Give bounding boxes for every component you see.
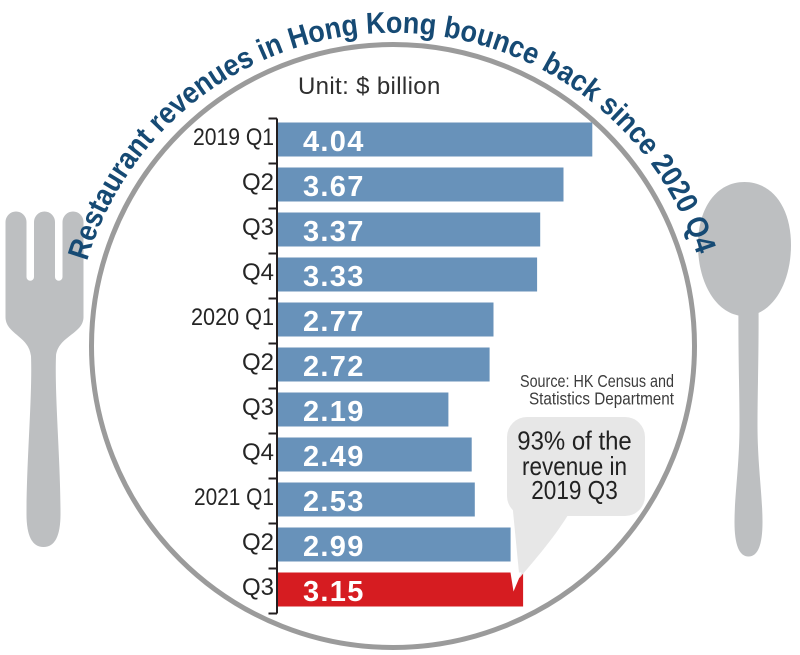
svg-text:Q4: Q4 bbox=[242, 259, 274, 286]
svg-text:2.77: 2.77 bbox=[303, 306, 365, 338]
svg-text:2021 Q1: 2021 Q1 bbox=[194, 484, 274, 511]
svg-text:Q3: Q3 bbox=[242, 394, 274, 421]
svg-text:2.49: 2.49 bbox=[303, 441, 365, 473]
svg-text:Source: HK Census and: Source: HK Census and bbox=[520, 371, 674, 391]
svg-text:2020 Q1: 2020 Q1 bbox=[191, 304, 274, 331]
svg-text:Q2: Q2 bbox=[242, 349, 274, 376]
svg-text:2.19: 2.19 bbox=[303, 396, 365, 428]
svg-text:3.37: 3.37 bbox=[303, 216, 365, 248]
svg-text:Q3: Q3 bbox=[242, 214, 274, 241]
svg-text:3.15: 3.15 bbox=[303, 576, 365, 608]
svg-text:2.53: 2.53 bbox=[303, 486, 365, 518]
svg-text:93% of the: 93% of the bbox=[517, 426, 632, 456]
svg-text:Statistics Department: Statistics Department bbox=[529, 389, 674, 409]
svg-text:4.04: 4.04 bbox=[303, 126, 365, 158]
svg-text:revenue in: revenue in bbox=[522, 451, 627, 481]
svg-text:2.99: 2.99 bbox=[303, 531, 365, 563]
svg-text:Q3: Q3 bbox=[242, 574, 274, 601]
svg-text:3.67: 3.67 bbox=[303, 171, 365, 203]
svg-text:2019 Q3: 2019 Q3 bbox=[531, 475, 618, 505]
svg-text:Q2: Q2 bbox=[242, 169, 274, 196]
svg-text:2.72: 2.72 bbox=[303, 351, 365, 383]
svg-text:3.33: 3.33 bbox=[303, 261, 365, 293]
svg-text:2019 Q1: 2019 Q1 bbox=[193, 124, 274, 151]
svg-text:Unit: $ billion: Unit: $ billion bbox=[298, 73, 441, 100]
svg-text:Q2: Q2 bbox=[242, 529, 274, 556]
svg-text:Q4: Q4 bbox=[242, 439, 274, 466]
